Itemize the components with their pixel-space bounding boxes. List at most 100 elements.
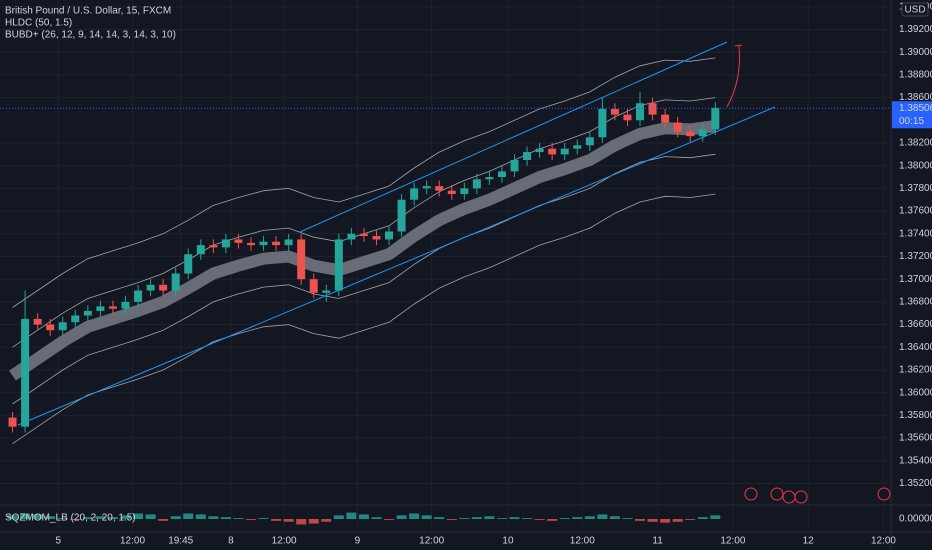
oscillator-bar <box>496 518 507 519</box>
candle-body <box>397 199 406 232</box>
x-tick-label: 9 <box>355 536 361 547</box>
oscillator-bar <box>471 517 482 519</box>
candle-body <box>648 103 657 115</box>
candle-body <box>636 103 645 121</box>
forecast-arrow <box>726 44 743 108</box>
oscillator-bar <box>660 519 671 523</box>
event-icon[interactable] <box>877 487 891 501</box>
candle-body <box>83 310 92 316</box>
candle-body <box>184 254 193 274</box>
oscillator-bar <box>107 517 118 519</box>
candle-body <box>673 122 682 132</box>
event-icon[interactable] <box>794 490 808 504</box>
currency[interactable]: USD <box>904 5 925 16</box>
event-icon[interactable] <box>744 487 758 501</box>
candle-body <box>598 108 607 138</box>
x-tick-label: 19:45 <box>168 536 193 547</box>
x-tick-label: 10 <box>502 536 514 547</box>
candle-body <box>585 137 594 146</box>
candle-body <box>548 148 557 155</box>
oscillator-bar <box>32 514 43 519</box>
oscillator-bar <box>534 519 545 520</box>
x-tick-label: 12:00 <box>871 536 896 547</box>
candle-body <box>246 242 255 246</box>
candle-body <box>347 233 356 240</box>
event-icons[interactable] <box>744 487 891 504</box>
candle-body <box>209 245 218 248</box>
candle-body <box>21 318 30 427</box>
oscillator-bar <box>446 519 457 520</box>
x-tick-label: 12:00 <box>419 536 444 547</box>
candle-body <box>472 179 481 189</box>
candle-body <box>121 301 130 309</box>
x-tick-label: 8 <box>228 536 234 547</box>
oscillator-bar <box>208 516 219 519</box>
candle-body <box>8 417 17 427</box>
oscillator-bar <box>434 517 445 519</box>
y-tick-label: 1.35600 <box>899 433 932 444</box>
oscillator-bar <box>321 519 332 522</box>
candle-body <box>322 290 331 293</box>
event-icon[interactable] <box>770 487 784 501</box>
y-tick-label: 1.35400 <box>899 455 932 466</box>
y-tick-label: 1.37200 <box>899 251 932 262</box>
oscillator-bar <box>384 519 395 520</box>
candle-body <box>435 186 444 191</box>
oscillator-bar <box>258 518 269 519</box>
candle-body <box>385 231 394 240</box>
candle-body <box>460 188 469 195</box>
oscillator-bar <box>183 513 194 519</box>
oscillator-bar <box>572 517 583 519</box>
oscillator-bar <box>421 515 432 519</box>
oscillator-label: SQZMOM_LB (20, 2, 20, 1.5) <box>5 513 136 524</box>
candle-body <box>221 239 230 248</box>
oscillator-bar <box>697 517 708 519</box>
candle-body <box>359 233 368 237</box>
oscillator-bar <box>45 516 56 519</box>
oscillator-bar <box>396 515 407 519</box>
oscillator-bar <box>685 519 696 520</box>
oscillator-bar <box>672 519 683 522</box>
oscillator-bar <box>509 517 520 519</box>
candle-body <box>46 324 55 331</box>
oscillator-bar <box>296 519 307 525</box>
x-tick-label: 12:00 <box>570 536 595 547</box>
candle-body <box>159 284 168 291</box>
oscillator-bar <box>635 519 646 521</box>
candle-body <box>71 315 80 323</box>
oscillator-bar <box>547 519 558 521</box>
candle-body <box>134 290 143 302</box>
oscillator-bar <box>584 516 595 519</box>
currency-box[interactable] <box>901 2 929 17</box>
y-tick-label: 1.39000 <box>899 47 932 58</box>
trend-line <box>299 41 728 233</box>
candle-body <box>535 148 544 153</box>
oscillator-bar <box>559 518 570 519</box>
oscillator-bar <box>271 519 282 521</box>
oscillator-bar <box>333 515 344 519</box>
y-tick-label: 1.37600 <box>899 206 932 217</box>
oscillator-bar <box>597 514 608 519</box>
oscillator-bar <box>710 515 721 519</box>
y-tick-label: 1.36000 <box>899 387 932 398</box>
y-tick-label: 1.36200 <box>899 365 932 376</box>
candle-body <box>334 239 343 291</box>
candle-body <box>711 107 720 130</box>
y-tick-label: 1.36800 <box>899 297 932 308</box>
y-tick-label: 1.38600 <box>899 92 932 103</box>
current-price-box <box>892 101 932 129</box>
candle-body <box>497 171 506 178</box>
event-icon[interactable] <box>782 490 796 504</box>
oscillator-bar <box>283 519 294 522</box>
x-tick-label: 12:00 <box>120 536 145 547</box>
indicator-label: HLDC (50, 1.5) <box>5 18 72 29</box>
y-tick-label: 1.36400 <box>899 342 932 353</box>
candle-body <box>485 177 494 180</box>
x-tick-label: 11 <box>652 536 663 547</box>
candle-body <box>284 239 293 246</box>
candle-body <box>686 131 695 137</box>
candle-body <box>510 160 519 172</box>
candle-body <box>623 114 632 121</box>
